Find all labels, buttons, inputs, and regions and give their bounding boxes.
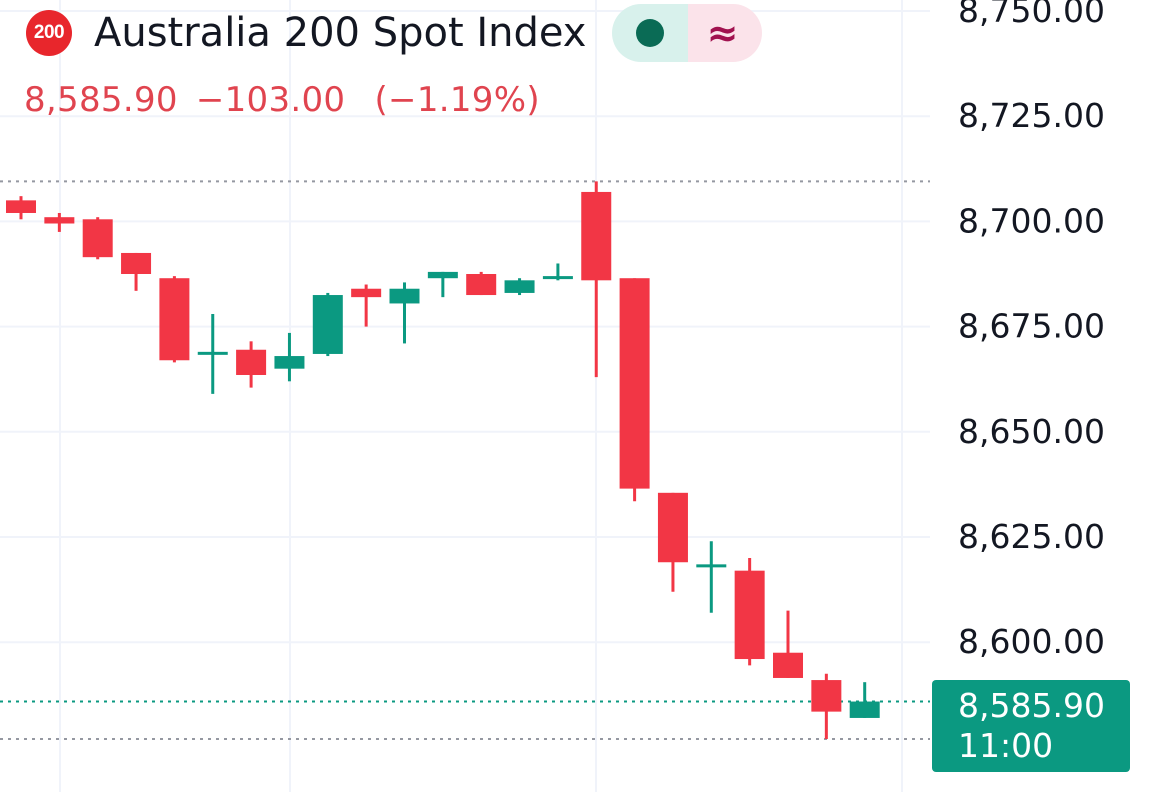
price-axis-tick-label: 8,700.00 [958, 201, 1105, 240]
symbol-badge-icon: 200 [26, 10, 72, 56]
candle-body [466, 274, 497, 296]
candle-body [504, 280, 535, 293]
candle [351, 284, 382, 327]
candle-body [312, 295, 343, 354]
delayed-data-icon[interactable]: ≈ [688, 4, 763, 62]
quote-price: 8,585.90 [24, 80, 178, 120]
candle [773, 610, 803, 678]
candle-body [197, 351, 228, 355]
last-price-time: 11:00 [958, 726, 1054, 765]
horizontal-grid [0, 10, 930, 644]
symbol-header: 200 Australia 200 Spot Index ≈ [26, 4, 763, 62]
candle-body [236, 349, 267, 375]
candle-body [159, 278, 190, 361]
candle [811, 673, 842, 739]
candle [389, 282, 420, 344]
price-axis[interactable]: 8,750.00 8,725.00 8,700.00 8,675.00 8,650.00… [958, 0, 1105, 661]
price-axis-tick-label: 8,650.00 [958, 412, 1105, 451]
candle [82, 217, 113, 260]
candle [236, 341, 267, 388]
candle [542, 263, 573, 281]
candle-body [44, 217, 75, 224]
candle [581, 181, 612, 378]
candle-body [657, 492, 688, 563]
candle [849, 682, 880, 718]
candle-body [581, 191, 612, 281]
candle-body [773, 652, 803, 678]
candle [734, 558, 765, 666]
candle-body [351, 288, 382, 298]
candle [159, 276, 190, 363]
candle [427, 271, 458, 298]
candle [44, 212, 75, 232]
price-axis-tick-label: 8,725.00 [958, 96, 1105, 135]
candle [312, 292, 343, 357]
candle [696, 541, 727, 613]
price-quote: 8,585.90 −103.00 (−1.19%) [24, 80, 540, 120]
candle [197, 313, 228, 394]
candle-body [121, 252, 152, 274]
price-axis-tick-label: 8,750.00 [958, 0, 1105, 30]
candle [619, 278, 650, 502]
candle-body [542, 276, 573, 280]
candle-body [6, 200, 36, 213]
candle-body [696, 564, 727, 568]
quote-change: −103.00 [195, 80, 346, 120]
candles [6, 181, 880, 739]
candle-body [811, 680, 842, 712]
last-price-value: 8,585.90 [958, 686, 1105, 725]
symbol-title[interactable]: Australia 200 Spot Index [94, 10, 587, 56]
market-status-pill[interactable]: ≈ [612, 4, 763, 62]
vertical-grid [59, 0, 903, 792]
candle [657, 492, 688, 592]
candle [466, 271, 497, 296]
price-axis-tick-label: 8,600.00 [958, 622, 1105, 661]
candle-body [82, 219, 113, 258]
candle [121, 252, 152, 291]
candle-body [427, 271, 458, 279]
last-price-label: 8,585.90 11:00 [932, 680, 1130, 772]
price-axis-tick-label: 8,675.00 [958, 307, 1105, 346]
candle [274, 332, 305, 382]
candle [504, 278, 535, 296]
dot-icon [636, 19, 665, 47]
quote-change-percent: (−1.19%) [374, 80, 540, 120]
candle-body [274, 356, 305, 369]
candle-body [849, 701, 880, 718]
price-axis-tick-label: 8,625.00 [958, 517, 1105, 556]
candle-body [389, 288, 420, 304]
candle [6, 196, 36, 220]
reference-lines [0, 180, 930, 740]
market-open-indicator[interactable] [612, 4, 689, 62]
candle-body [734, 570, 765, 660]
candle-body [619, 278, 650, 489]
